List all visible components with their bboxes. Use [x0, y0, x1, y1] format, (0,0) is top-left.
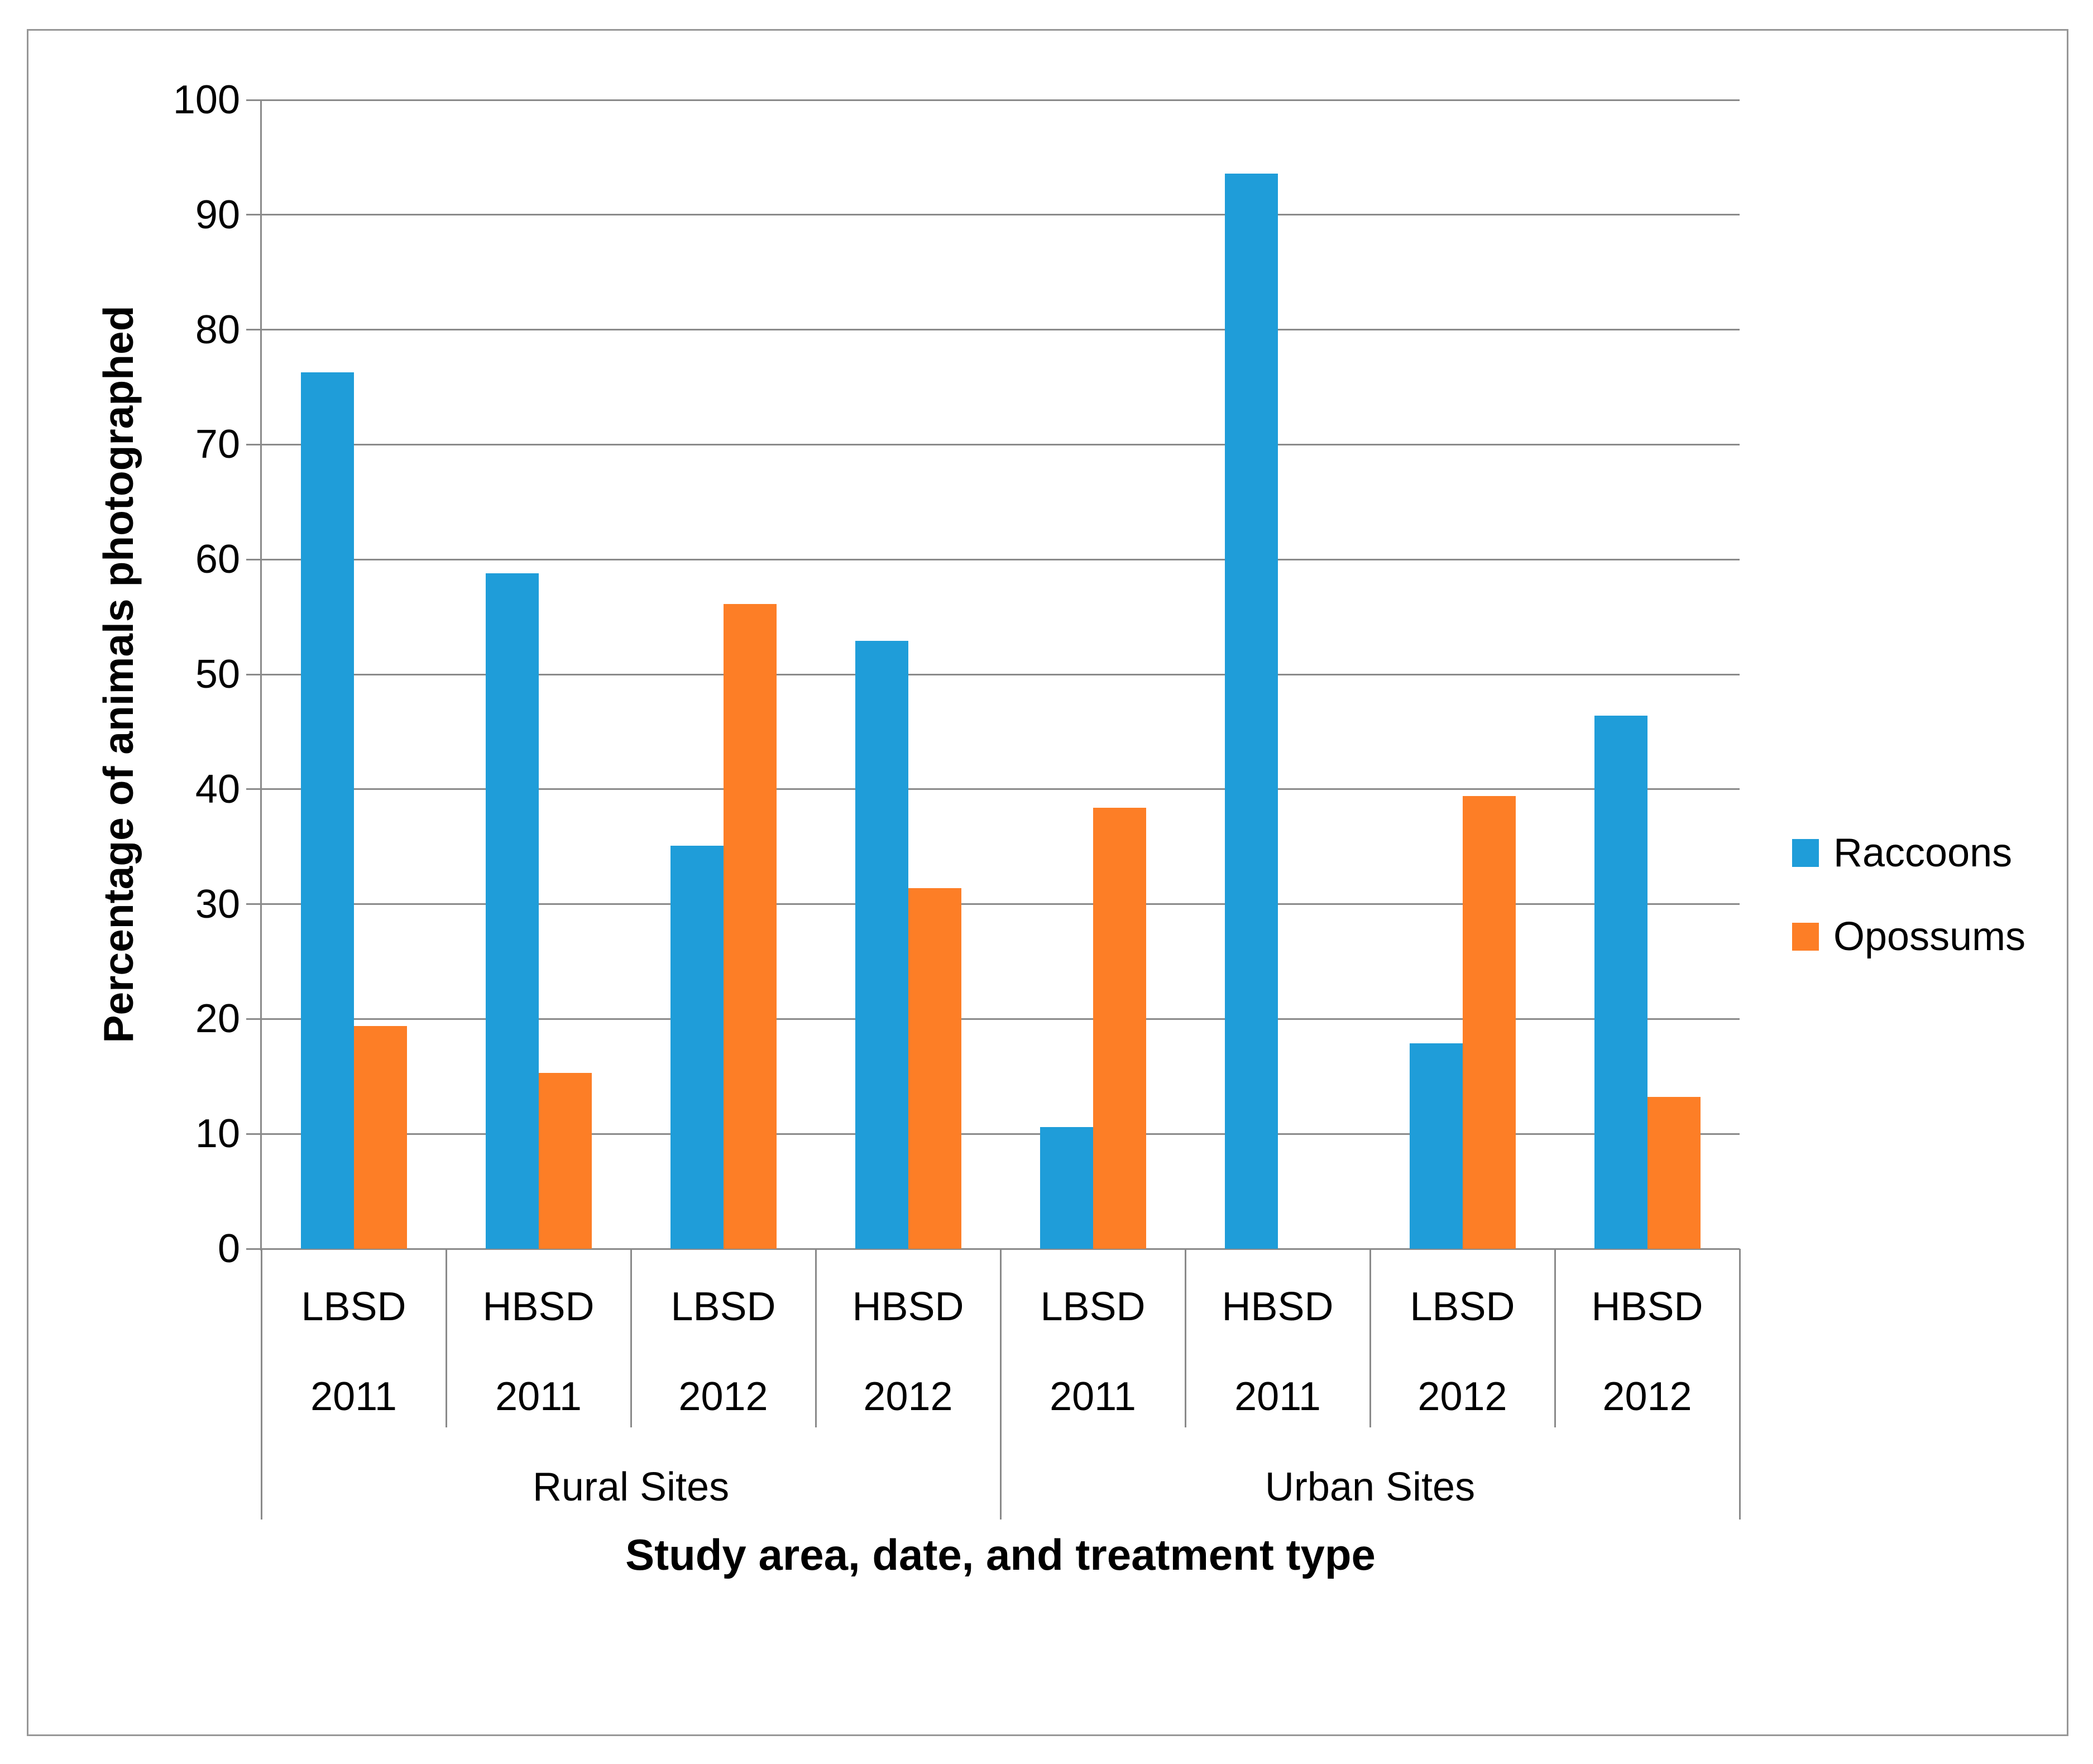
- category-separator-line: [445, 1249, 447, 1427]
- legend-label-raccoons: Raccoons: [1833, 831, 2013, 875]
- bar-raccoons-3: [670, 845, 724, 1249]
- bar-raccoons-2: [485, 573, 539, 1249]
- gridline: [261, 903, 1740, 905]
- category-year-label: 2012: [678, 1374, 768, 1419]
- gridline: [261, 443, 1740, 445]
- site-group-label: Rural Sites: [532, 1465, 730, 1509]
- category-treatment-label: HBSD: [852, 1284, 964, 1329]
- category-year-label: 2012: [1417, 1374, 1507, 1419]
- gridline: [261, 558, 1740, 560]
- bar-raccoons-6: [1224, 173, 1278, 1249]
- gridline: [261, 1133, 1740, 1135]
- figure-border: [27, 29, 2068, 1736]
- gridline: [261, 329, 1740, 331]
- legend-swatch-opossums: [1792, 923, 1819, 951]
- category-year-label: 2011: [495, 1374, 582, 1419]
- bar-raccoons-8: [1594, 716, 1647, 1249]
- y-tick-label: 60: [195, 537, 240, 582]
- bar-opossums-1: [353, 1025, 407, 1249]
- legend-label-opossums: Opossums: [1833, 914, 2026, 959]
- y-tick-mark: [246, 558, 261, 560]
- category-treatment-label: HBSD: [1591, 1284, 1703, 1329]
- bar-raccoons-4: [855, 641, 908, 1249]
- y-tick-label: 30: [195, 881, 240, 927]
- y-tick-mark: [246, 673, 261, 675]
- gridline: [261, 1018, 1740, 1020]
- bar-opossums-3: [723, 604, 777, 1249]
- category-boundary-line: [1738, 1249, 1741, 1519]
- y-tick-label: 90: [195, 192, 240, 237]
- y-tick-mark: [246, 1133, 261, 1135]
- category-boundary-line: [999, 1249, 1002, 1519]
- category-year-label: 2012: [863, 1374, 953, 1419]
- category-separator-line: [815, 1249, 817, 1427]
- y-tick-label: 10: [195, 1111, 240, 1157]
- category-treatment-label: LBSD: [301, 1284, 406, 1329]
- y-tick-label: 20: [195, 996, 240, 1042]
- category-treatment-label: HBSD: [482, 1284, 595, 1329]
- y-axis-line: [260, 100, 262, 1250]
- y-tick-mark: [246, 329, 261, 331]
- gridline: [261, 214, 1740, 216]
- y-tick-label: 40: [195, 766, 240, 812]
- y-tick-mark: [246, 788, 261, 790]
- category-separator-line: [1369, 1249, 1371, 1427]
- bar-raccoons-7: [1409, 1043, 1463, 1249]
- bar-raccoons-1: [300, 372, 354, 1249]
- plot-area: [261, 99, 1740, 1250]
- bar-raccoons-5: [1040, 1127, 1093, 1249]
- category-separator-line: [630, 1249, 632, 1427]
- category-year-label: 2011: [310, 1374, 397, 1419]
- bar-opossums-7: [1462, 796, 1516, 1249]
- y-tick-label: 50: [195, 652, 240, 697]
- y-tick-label: 100: [173, 78, 240, 122]
- category-year-label: 2011: [1234, 1374, 1321, 1419]
- category-year-label: 2011: [1050, 1374, 1136, 1419]
- category-treatment-label: LBSD: [670, 1284, 776, 1329]
- x-axis-title: Study area, date, and treatment type: [625, 1530, 1376, 1579]
- y-tick-mark: [246, 443, 261, 445]
- y-tick-mark: [246, 1018, 261, 1020]
- legend-item-raccoons: Raccoons: [1792, 830, 2012, 876]
- y-tick-mark: [246, 99, 261, 101]
- category-treatment-label: LBSD: [1040, 1284, 1146, 1329]
- y-tick-mark: [246, 903, 261, 905]
- bar-opossums-5: [1093, 807, 1146, 1249]
- gridline: [261, 99, 1740, 101]
- category-separator-line: [1184, 1249, 1186, 1427]
- y-tick-mark: [246, 1248, 261, 1250]
- y-tick-label: 70: [195, 422, 240, 467]
- bar-opossums-4: [908, 888, 961, 1249]
- site-group-label: Urban Sites: [1265, 1465, 1476, 1509]
- gridline: [261, 788, 1740, 790]
- category-treatment-label: HBSD: [1222, 1284, 1334, 1329]
- bar-opossums-8: [1647, 1097, 1701, 1249]
- category-year-label: 2012: [1602, 1374, 1692, 1419]
- bar-opossums-2: [538, 1073, 592, 1249]
- legend-item-opossums: Opossums: [1792, 914, 2025, 960]
- y-tick-mark: [246, 214, 261, 216]
- y-tick-label: 80: [195, 307, 240, 352]
- y-tick-label: 0: [217, 1226, 240, 1271]
- category-boundary-line: [260, 1249, 262, 1519]
- gridline: [261, 673, 1740, 675]
- category-treatment-label: LBSD: [1410, 1284, 1515, 1329]
- legend-swatch-raccoons: [1792, 839, 1819, 867]
- category-separator-line: [1554, 1249, 1556, 1427]
